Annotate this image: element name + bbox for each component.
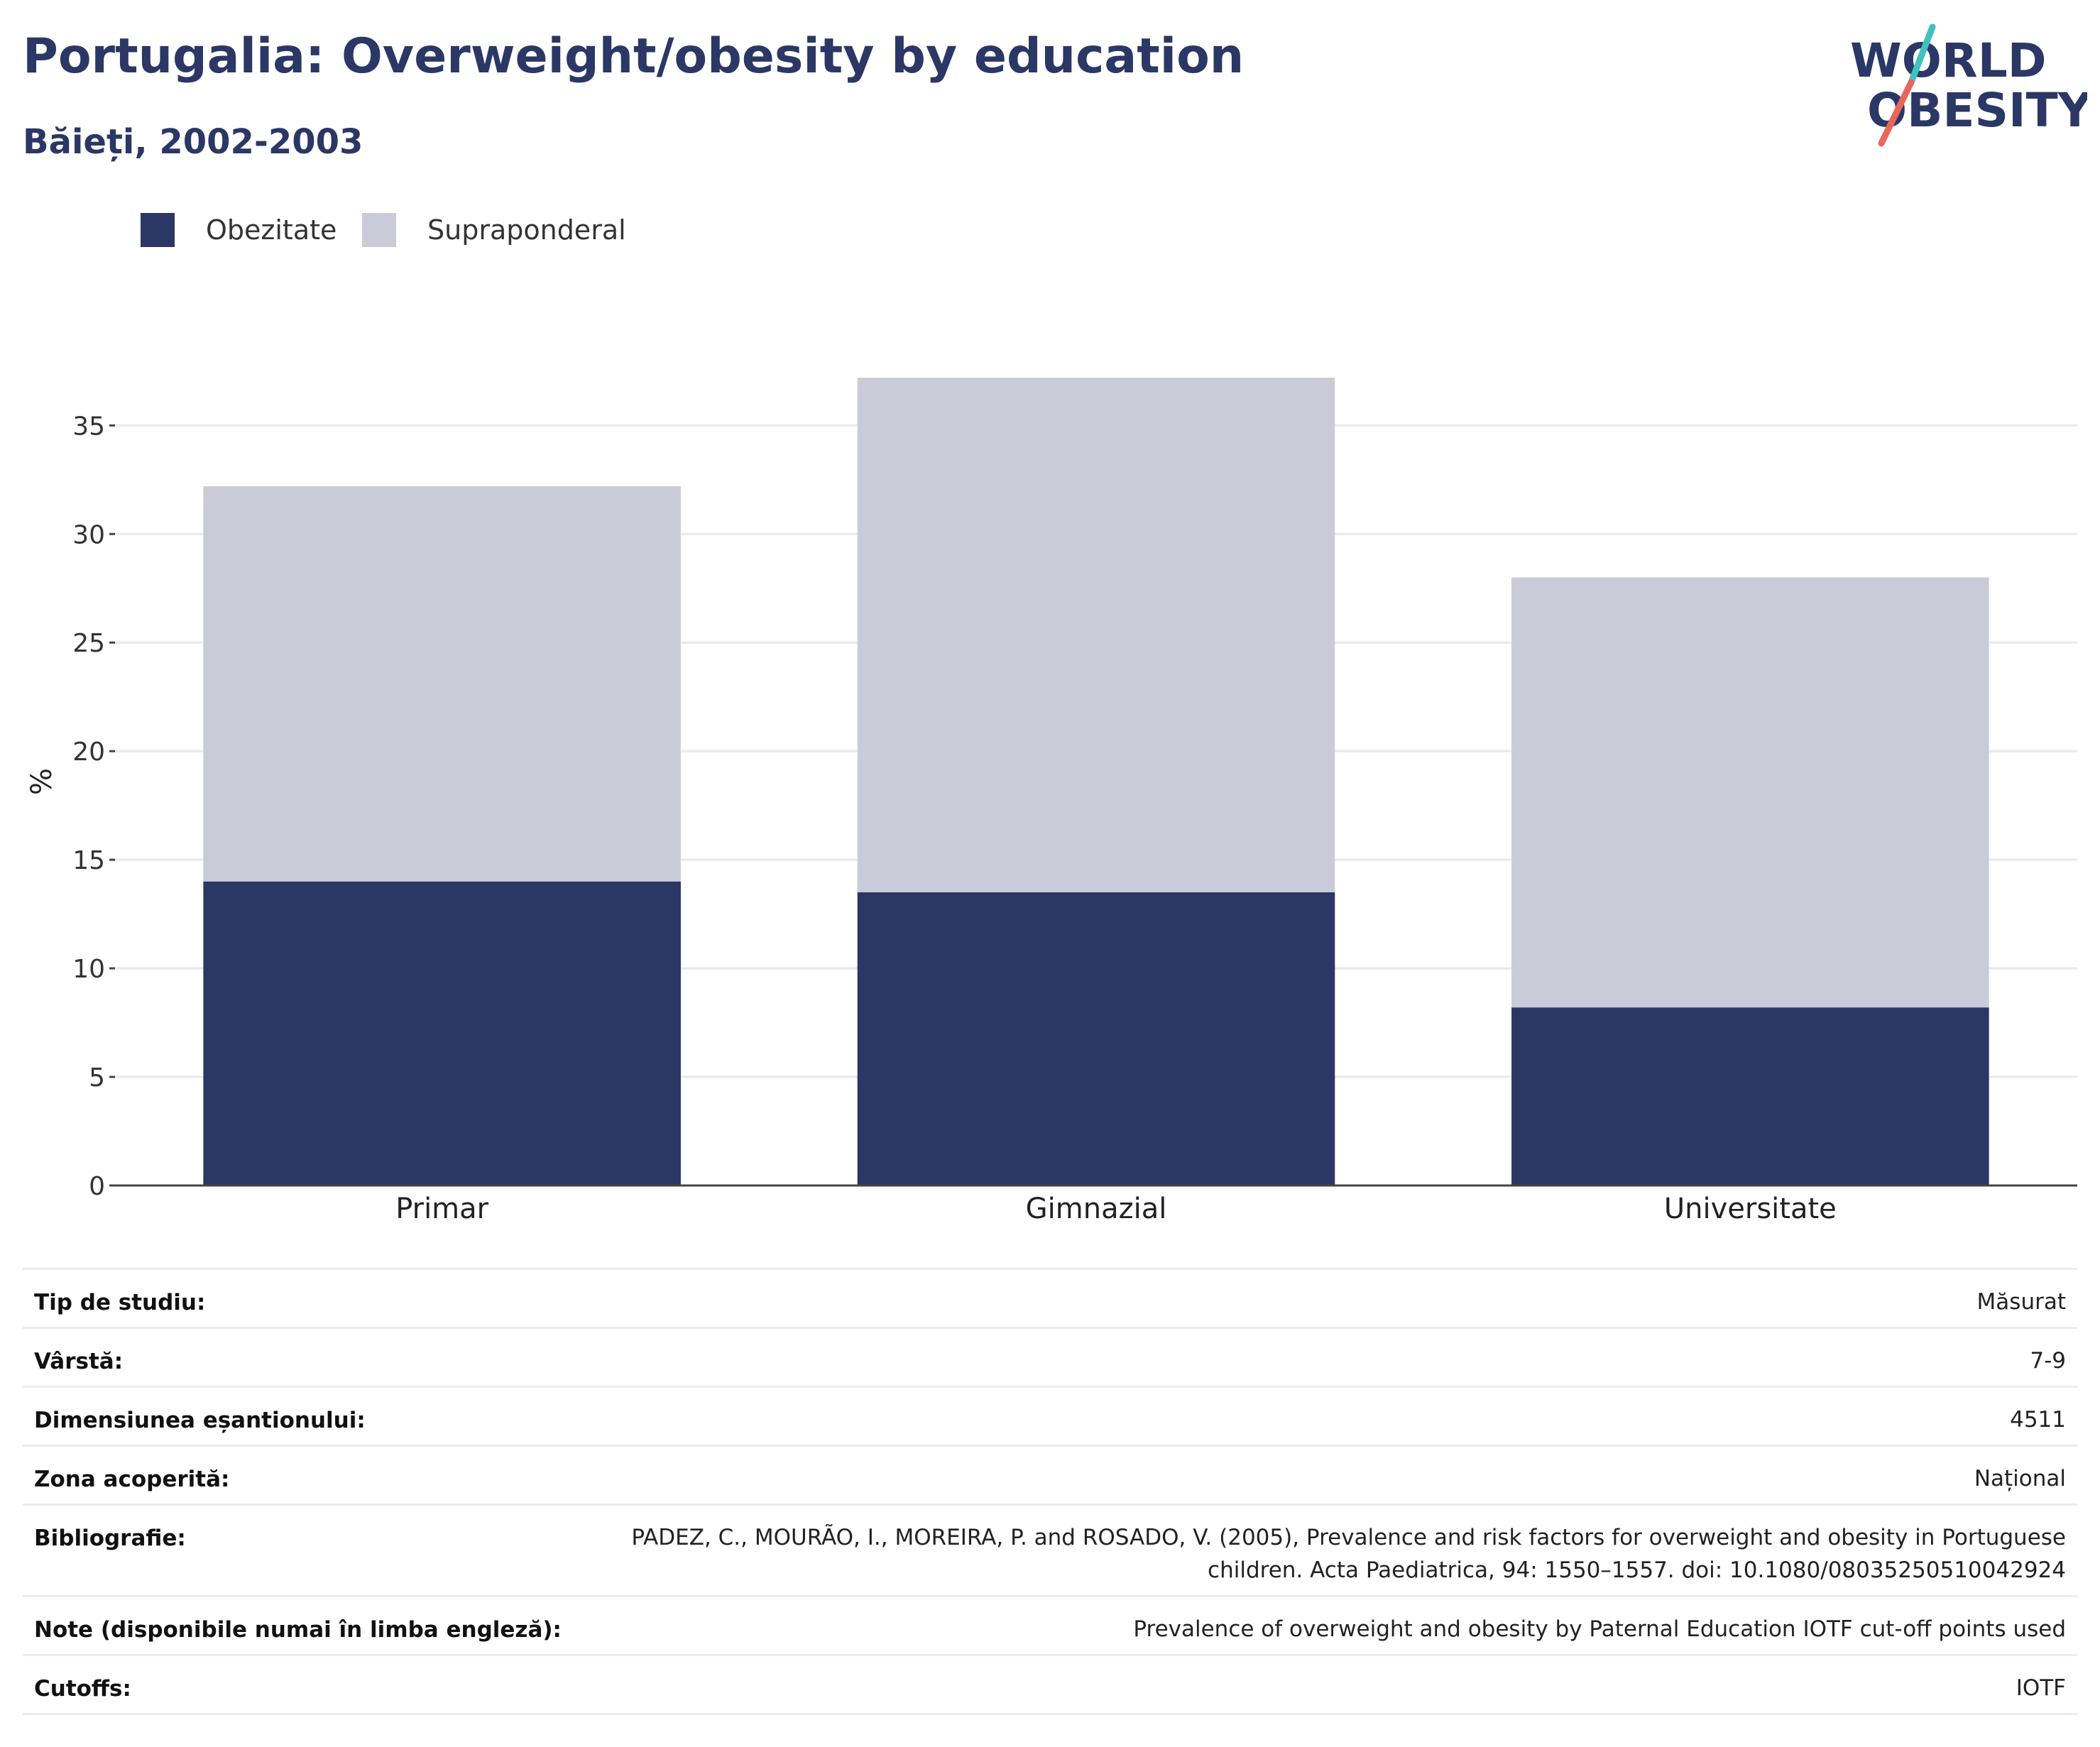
logo-text-world: WORLD	[1850, 33, 2047, 88]
bar-supraponderal-universitate[interactable]	[1511, 577, 1989, 1008]
chart-title: Portugalia: Overweight/obesity by educat…	[23, 28, 1245, 84]
details-key: Tip de studiu:	[34, 1290, 206, 1315]
study-details-table: Tip de studiu: Măsurat Vârstă: 7-9 Dimensiun…	[23, 1268, 2077, 1715]
legend-label-obezitate: Obezitate	[206, 214, 337, 246]
details-key: Note (disponibile numai în limba engleză…	[34, 1617, 562, 1643]
details-value: Prevalence of overweight and obesity by …	[1133, 1616, 2066, 1642]
details-value: IOTF	[2016, 1675, 2066, 1701]
y-axis-label: %	[26, 768, 58, 795]
details-row: Vârstă: 7-9	[23, 1329, 2077, 1388]
legend-label-supraponderal: Supraponderal	[427, 214, 626, 246]
bar-obezitate-gimnazial[interactable]	[857, 892, 1335, 1185]
y-tick-label: 10	[72, 955, 105, 984]
chart-subtitle: Băieți, 2002-2003	[23, 122, 363, 162]
details-key: Vârstă:	[34, 1349, 124, 1374]
y-tick-label: 20	[72, 738, 105, 767]
details-row: Bibliografie: PADEZ, C., MOURÃO, I., MORE…	[23, 1506, 2077, 1597]
details-key: Zona acoperită:	[34, 1467, 230, 1492]
bars	[203, 378, 1989, 1185]
axes: 0 5 10 15 20 25 30 35% Primar Gimnazial Universita…	[26, 412, 2077, 1225]
legend-swatch-obezitate	[141, 213, 175, 247]
stacked-bar-chart: 0 5 10 15 20 25 30 35% Primar Gimnazial Universita…	[26, 378, 2077, 1225]
bar-obezitate-universitate[interactable]	[1511, 1007, 1989, 1185]
details-value: PADEZ, C., MOURÃO, I., MOREIRA, P. and R…	[631, 1525, 2066, 1583]
details-row: Note (disponibile numai în limba engleză…	[23, 1597, 2077, 1656]
details-row: Tip de studiu: Măsurat	[23, 1270, 2077, 1329]
y-tick-label: 30	[72, 520, 105, 549]
world-obesity-logo: WORLD OBESITY	[1850, 23, 2087, 147]
y-tick-label: 5	[89, 1063, 105, 1092]
y-tick-label: 35	[72, 412, 105, 441]
y-tick-label: 0	[89, 1172, 105, 1201]
details-key: Dimensiunea eșantionului:	[34, 1408, 366, 1433]
details-key: Cutoffs:	[34, 1676, 131, 1702]
y-tick-label: 25	[72, 629, 105, 658]
details-row: Dimensiunea eșantionului: 4511	[23, 1388, 2077, 1447]
bar-supraponderal-primar[interactable]	[203, 486, 681, 882]
x-tick-label: Primar	[395, 1193, 488, 1225]
x-tick-label: Universitate	[1664, 1193, 1837, 1225]
y-tick-label: 15	[72, 846, 105, 875]
bar-supraponderal-gimnazial[interactable]	[857, 378, 1335, 893]
details-key: Bibliografie:	[34, 1526, 186, 1551]
details-value: Național	[1974, 1466, 2066, 1491]
details-value: Măsurat	[1976, 1289, 2066, 1315]
details-row: Cutoffs: IOTF	[23, 1656, 2077, 1715]
x-tick-label: Gimnazial	[1026, 1193, 1167, 1225]
bar-obezitate-primar[interactable]	[203, 881, 681, 1185]
details-value: 7-9	[2030, 1348, 2066, 1374]
details-value: 4511	[2010, 1407, 2066, 1433]
legend-swatch-supraponderal	[362, 213, 396, 247]
logo-slash-top	[1908, 23, 1936, 86]
logo-slash-bottom	[1878, 79, 1915, 147]
details-row: Zona acoperită: Național	[23, 1447, 2077, 1506]
